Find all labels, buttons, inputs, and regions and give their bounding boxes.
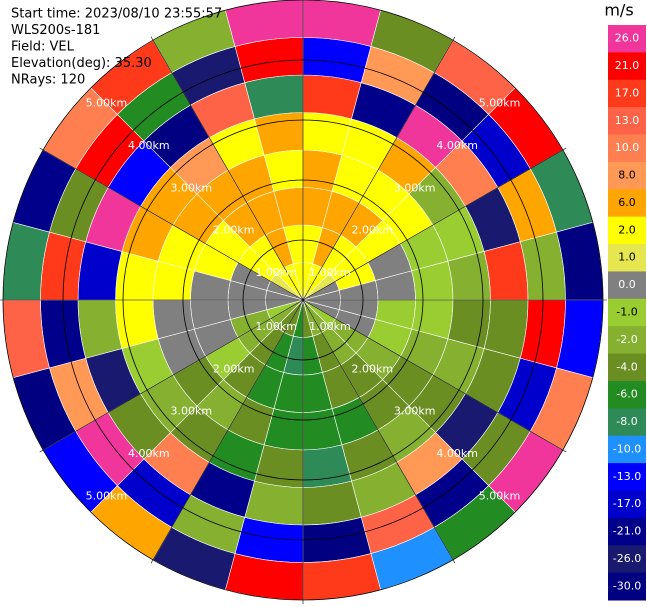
- spoke: [302, 36, 456, 301]
- colorbar-segment: [608, 435, 646, 464]
- ring-label: 4.00km: [436, 447, 478, 460]
- ring-label: 1.00km: [255, 320, 297, 333]
- colorbar-segment: [608, 326, 646, 355]
- ring-label: 5.00km: [479, 490, 521, 503]
- colorbar-segment: [608, 161, 646, 190]
- ring-label: 5.00km: [479, 96, 521, 109]
- colorbar-segment: [608, 271, 646, 300]
- colorbar-segment: [608, 463, 646, 491]
- colorbar-tick-label: -30.0: [613, 579, 641, 592]
- colorbar-tick-label: -17.0: [613, 497, 641, 510]
- colorbar-tick-label: 13.0: [615, 114, 640, 127]
- ring-label: 1.00km: [309, 266, 351, 279]
- ring-label: 2.00km: [213, 362, 255, 375]
- ring-label: 2.00km: [213, 224, 255, 237]
- annotation: Field: VEL: [11, 40, 75, 55]
- colorbar-tick-label: -10.0: [613, 442, 641, 455]
- ring-label: 3.00km: [170, 405, 212, 418]
- colorbar-segment: [608, 298, 646, 327]
- colorbar-segment: [608, 79, 646, 108]
- colorbar-segment: [608, 408, 646, 437]
- spoke: [302, 147, 567, 301]
- colorbar-tick-label: 6.0: [618, 196, 636, 209]
- annotation: Elevation(deg): 35.30: [11, 56, 152, 71]
- ring-label: 1.00km: [255, 266, 297, 279]
- annotation: WLS200s-181: [11, 23, 100, 38]
- colorbar-segment: [608, 517, 646, 546]
- colorbar-tick-label: -6.0: [616, 388, 637, 401]
- colorbar-segment: [608, 216, 646, 245]
- colorbar-segment: [608, 380, 646, 409]
- range-cell: [244, 74, 304, 120]
- ring-label: 3.00km: [170, 181, 212, 194]
- colorbar-segment: [608, 353, 646, 382]
- ring-label: 4.00km: [128, 139, 170, 152]
- colorbar-tick-label: 21.0: [615, 59, 640, 72]
- range-cell: [77, 241, 123, 301]
- colorbar-tick-label: -1.0: [616, 306, 637, 319]
- colorbar-tick-label: -21.0: [613, 525, 641, 538]
- colorbar-segment: [608, 244, 646, 272]
- ring-label: 4.00km: [128, 447, 170, 460]
- colorbar-title: m/s: [604, 1, 633, 20]
- range-cell: [244, 480, 304, 526]
- colorbar-tick-label: 10.0: [615, 141, 640, 154]
- annotation: Start time: 2023/08/10 23:55:57: [11, 7, 222, 22]
- range-ring: [122, 119, 484, 481]
- range-ring: [2, 0, 604, 601]
- ring-label: 5.00km: [86, 96, 128, 109]
- spoke: [302, 299, 567, 453]
- colorbar-tick-label: -8.0: [616, 415, 637, 428]
- colorbar-segment: [608, 107, 646, 136]
- colorbar-segment: [608, 25, 646, 53]
- ring-label: 3.00km: [394, 181, 436, 194]
- colorbar-tick-label: -2.0: [616, 333, 637, 346]
- range-ring: [182, 179, 424, 421]
- range-cell: [302, 480, 362, 526]
- colorbar: 26.0 21.0 17.0 13.0 10.0 8.0 6.0 2.0 1.0 0.0 -1.0 -…: [608, 25, 646, 601]
- colorbar-tick-label: 8.0: [618, 169, 636, 182]
- ring-label: 3.00km: [394, 405, 436, 418]
- range-ring: [242, 239, 364, 361]
- colorbar-tick-label: 0.0: [618, 278, 636, 291]
- colorbar-segment: [608, 572, 646, 601]
- spoke: [150, 36, 304, 301]
- range-cell: [302, 74, 362, 120]
- colorbar-tick-label: 17.0: [615, 86, 640, 99]
- colorbar-tick-label: -13.0: [613, 470, 641, 483]
- range-ring: [62, 59, 544, 541]
- range-cell: [483, 299, 529, 359]
- spoke: [302, 299, 456, 564]
- colorbar-segment: [608, 490, 646, 519]
- colorbar-segment: [608, 189, 646, 218]
- ring-label: 2.00km: [352, 362, 394, 375]
- spoke: [150, 299, 304, 564]
- plot: 1.00km 1.00km 1.00km 1.00km 2.00km 2.00km 2.00…: [0, 0, 607, 604]
- ring-label: 2.00km: [352, 224, 394, 237]
- colorbar-tick-label: -4.0: [616, 360, 637, 373]
- colorbar-segment: [608, 545, 646, 574]
- colorbar-tick-label: 1.0: [618, 251, 636, 264]
- spoke: [39, 147, 304, 301]
- colorbar-segment: [608, 134, 646, 163]
- colorbar-segment: [608, 52, 646, 81]
- ring-label: 4.00km: [436, 139, 478, 152]
- colorbar-tick-label: 26.0: [615, 32, 640, 45]
- ring-label: 5.00km: [86, 490, 128, 503]
- colorbar-tick-label: -26.0: [613, 552, 641, 565]
- range-cell: [77, 299, 123, 359]
- colorbar-tick-label: 2.0: [618, 223, 636, 236]
- spoke: [39, 299, 304, 453]
- range-cell: [483, 241, 529, 301]
- ring-label: 1.00km: [309, 320, 351, 333]
- annotation: NRays: 120: [11, 73, 85, 88]
